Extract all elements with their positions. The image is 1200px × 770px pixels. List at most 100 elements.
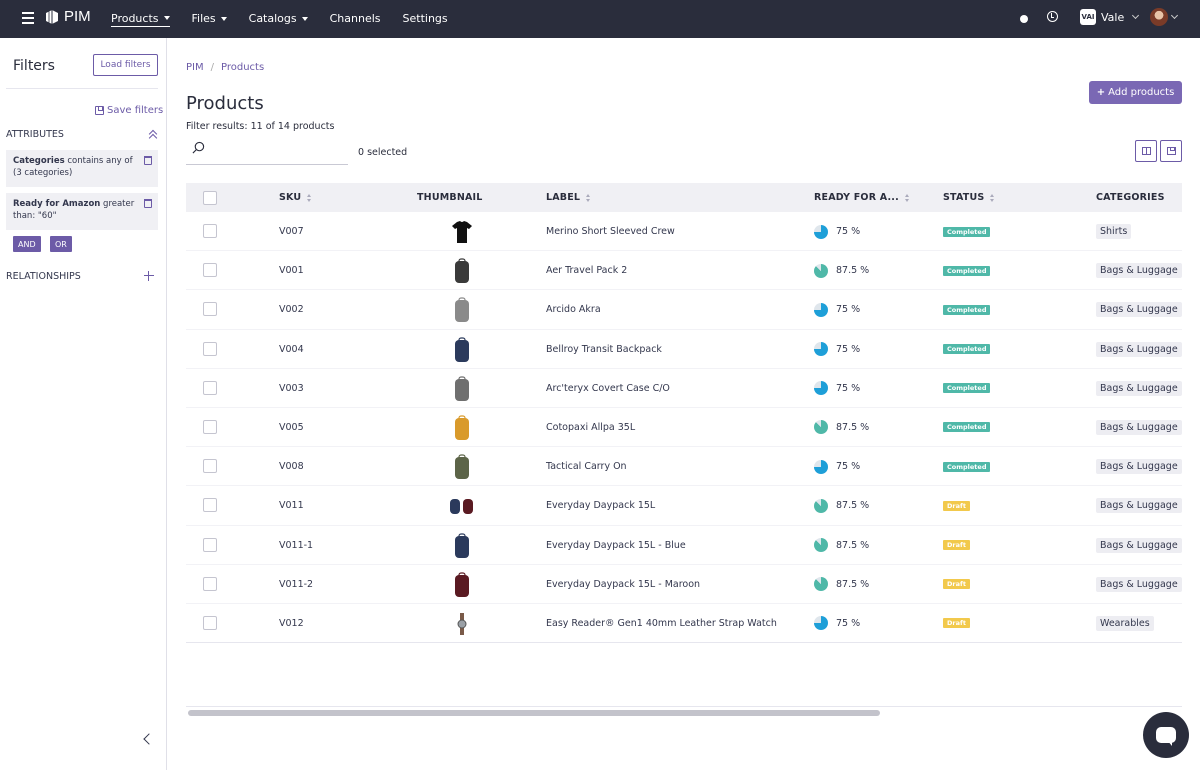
- nav-channels[interactable]: Channels: [330, 12, 381, 26]
- clock-icon[interactable]: [1047, 11, 1058, 22]
- progress-pie-icon: [814, 616, 828, 631]
- search-input[interactable]: [186, 139, 348, 165]
- table-row[interactable]: V005 Cotopaxi Allpa 35L 87.5 % Completed Bag…: [186, 408, 1182, 448]
- column-label: SKU: [279, 192, 302, 203]
- table-row[interactable]: V008 Tactical Carry On 75 % Completed Bags &…: [186, 447, 1182, 487]
- label-cell[interactable]: Arc'teryx Covert Case C/O: [546, 369, 670, 408]
- and-button[interactable]: AND: [13, 236, 41, 252]
- product-thumbnail: [449, 493, 475, 519]
- plus-icon[interactable]: [144, 271, 154, 281]
- row-checkbox[interactable]: [203, 341, 217, 356]
- progress-pie-icon: [814, 224, 828, 239]
- status-badge: Draft: [943, 618, 970, 629]
- row-checkbox[interactable]: [203, 537, 217, 552]
- label-cell[interactable]: Aer Travel Pack 2: [546, 251, 627, 290]
- label-cell[interactable]: Cotopaxi Allpa 35L: [546, 408, 635, 447]
- nav-files[interactable]: Files: [192, 12, 227, 26]
- filter-chip-field: Ready for Amazon: [13, 199, 101, 209]
- table-row[interactable]: V004 Bellroy Transit Backpack 75 % Complete…: [186, 330, 1182, 369]
- column-label: CATEGORIES: [1096, 192, 1165, 203]
- label-cell[interactable]: Easy Reader® Gen1 40mm Leather Strap Wat…: [546, 604, 777, 643]
- row-checkbox[interactable]: [203, 459, 217, 474]
- category-chip: Bags & Luggage: [1096, 576, 1182, 592]
- filter-chip-field: Categories: [13, 156, 65, 166]
- sku-cell: V002: [279, 290, 304, 329]
- row-checkbox[interactable]: [203, 302, 217, 317]
- select-all-checkbox[interactable]: [203, 191, 217, 205]
- categories-cell: Bags & Luggage: [1096, 565, 1182, 604]
- breadcrumb-products[interactable]: Products: [220, 62, 265, 73]
- label-cell[interactable]: Everyday Daypack 15L: [546, 486, 655, 525]
- status-cell: Completed: [943, 212, 991, 251]
- column-status[interactable]: STATUS: [943, 183, 995, 212]
- notification-dot-icon[interactable]: [1020, 15, 1028, 23]
- nav-settings[interactable]: Settings: [403, 12, 448, 26]
- divider: [6, 88, 158, 89]
- column-label: LABEL: [546, 192, 581, 203]
- product-thumbnail: [449, 297, 475, 323]
- horizontal-scrollbar[interactable]: [186, 706, 1182, 716]
- table-row[interactable]: V011-2 Everyday Daypack 15L - Maroon 87.5 …: [186, 565, 1182, 604]
- sort-icon: [904, 193, 910, 202]
- floppy-disk-icon: [95, 106, 104, 115]
- table-row[interactable]: V001 Aer Travel Pack 2 87.5 % Completed Bags…: [186, 251, 1182, 291]
- table-row[interactable]: V011-1 Everyday Daypack 15L - Blue 87.5 % D…: [186, 526, 1182, 565]
- column-label: STATUS: [943, 192, 985, 203]
- user-menu[interactable]: [1150, 8, 1179, 26]
- product-thumbnail: [449, 376, 475, 402]
- save-filters-button[interactable]: Save filters: [95, 105, 163, 116]
- status-badge: Completed: [943, 461, 991, 472]
- add-products-button[interactable]: + Add products: [1089, 81, 1182, 104]
- scrollbar-thumb[interactable]: [188, 710, 880, 716]
- progress-pie-icon: [814, 498, 828, 513]
- chevron-double-up-icon[interactable]: [148, 129, 158, 143]
- label-cell[interactable]: Everyday Daypack 15L - Maroon: [546, 565, 700, 604]
- or-button[interactable]: OR: [50, 236, 72, 252]
- sku-cell: V011: [279, 486, 304, 525]
- sku-cell: V004: [279, 330, 304, 369]
- label-cell[interactable]: Merino Short Sleeved Crew: [546, 212, 675, 251]
- trash-icon[interactable]: [144, 199, 152, 208]
- row-checkbox[interactable]: [203, 498, 217, 513]
- product-thumbnail: [449, 611, 475, 637]
- table-row[interactable]: V007 Merino Short Sleeved Crew 75 % Complet…: [186, 212, 1182, 252]
- nav-products[interactable]: Products: [111, 12, 170, 27]
- label-cell[interactable]: Arcido Akra: [546, 290, 601, 329]
- table-row[interactable]: V003 Arc'teryx Covert Case C/O 75 % Complet…: [186, 369, 1182, 408]
- filter-chip-ready-for-amazon[interactable]: Ready for Amazon greater than: "60": [6, 193, 158, 230]
- ready-cell: 75 %: [814, 290, 860, 329]
- filter-chip-categories[interactable]: Categories contains any of (3 categories…: [6, 150, 158, 187]
- columns-button[interactable]: [1135, 140, 1157, 162]
- breadcrumb-pim[interactable]: PIM: [186, 62, 204, 73]
- label-cell[interactable]: Everyday Daypack 15L - Blue: [546, 526, 686, 565]
- row-checkbox[interactable]: [203, 380, 217, 395]
- label-text: Arcido Akra: [546, 304, 601, 316]
- nav-catalogs[interactable]: Catalogs: [249, 12, 308, 26]
- row-checkbox[interactable]: [203, 263, 217, 278]
- table-row[interactable]: V011 Everyday Daypack 15L 87.5 % Draft Bags …: [186, 486, 1182, 526]
- hamburger-menu-icon[interactable]: [18, 9, 38, 29]
- trash-icon[interactable]: [144, 156, 152, 165]
- row-checkbox[interactable]: [203, 615, 217, 630]
- column-ready[interactable]: READY FOR A...: [814, 183, 910, 212]
- sku-text: V011-2: [279, 578, 314, 590]
- status-badge: Completed: [943, 422, 991, 433]
- column-label[interactable]: LABEL: [546, 183, 591, 212]
- caret-down-icon: [220, 16, 227, 21]
- row-checkbox[interactable]: [203, 576, 217, 591]
- brand[interactable]: PIM: [44, 8, 91, 25]
- table-row[interactable]: V002 Arcido Akra 75 % Completed Bags & Lugga…: [186, 290, 1182, 330]
- load-filters-button[interactable]: Load filters: [93, 54, 158, 76]
- chevron-left-icon[interactable]: [143, 733, 155, 745]
- category-chip: Bags & Luggage: [1096, 537, 1182, 553]
- label-cell[interactable]: Tactical Carry On: [546, 447, 627, 486]
- column-sku[interactable]: SKU: [279, 183, 312, 212]
- chat-button[interactable]: [1143, 712, 1189, 758]
- org-switcher[interactable]: VAI Vale: [1080, 9, 1140, 25]
- label-cell[interactable]: Bellroy Transit Backpack: [546, 330, 662, 369]
- row-checkbox[interactable]: [203, 419, 217, 434]
- save-view-button[interactable]: [1160, 140, 1182, 162]
- row-checkbox[interactable]: [203, 224, 217, 238]
- table-row[interactable]: V012 Easy Reader® Gen1 40mm Leather Strap…: [186, 604, 1182, 644]
- progress-pie-icon: [814, 342, 828, 357]
